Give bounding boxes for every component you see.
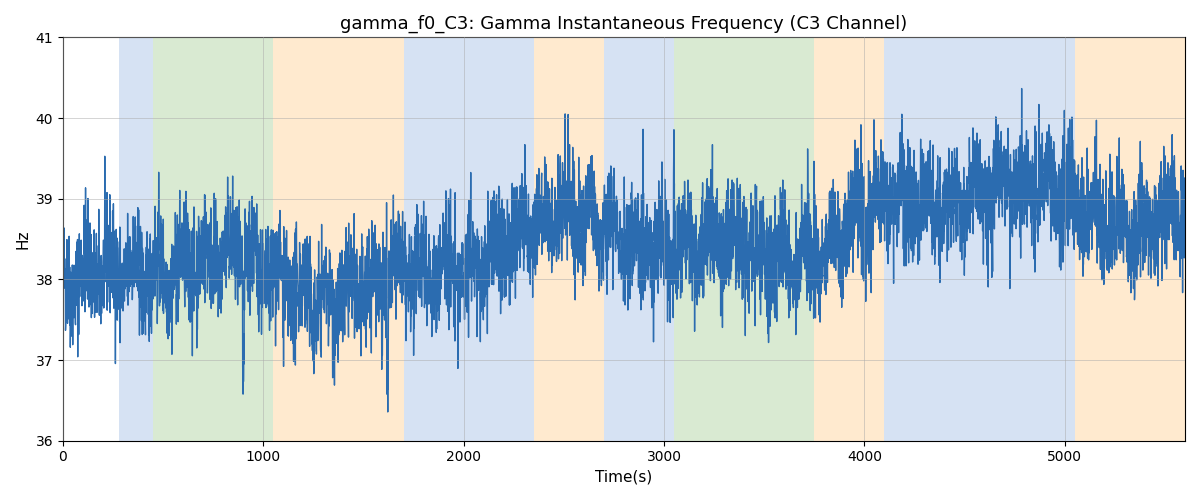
Bar	[474, 38, 534, 440]
Bar	[974, 38, 1034, 440]
Bar	[119, 38, 154, 440]
Bar	[815, 38, 884, 440]
Bar	[704, 38, 815, 440]
Bar	[884, 38, 974, 440]
Bar	[634, 38, 674, 440]
Bar	[274, 38, 403, 440]
Title: gamma_f0_C3: Gamma Instantaneous Frequency (C3 Channel): gamma_f0_C3: Gamma Instantaneous Frequen…	[341, 15, 907, 34]
X-axis label: Time(s): Time(s)	[595, 470, 653, 485]
Bar	[534, 38, 604, 440]
Bar	[154, 38, 274, 440]
Bar	[1075, 38, 1186, 440]
Bar	[674, 38, 704, 440]
Y-axis label: Hz: Hz	[16, 230, 30, 249]
Bar	[403, 38, 474, 440]
Bar	[604, 38, 634, 440]
Bar	[1034, 38, 1075, 440]
